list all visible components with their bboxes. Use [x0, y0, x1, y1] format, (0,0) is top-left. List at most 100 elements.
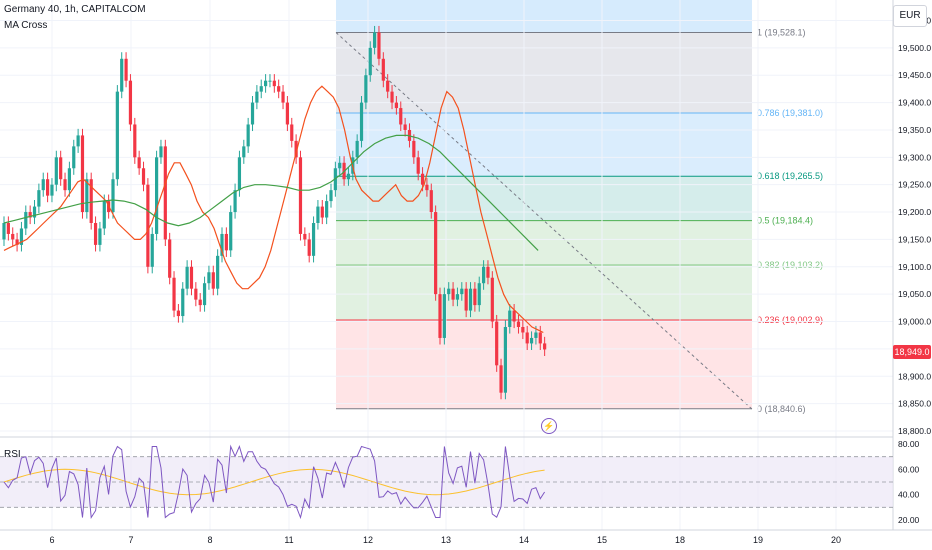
candle-body — [438, 294, 442, 338]
symbol-title[interactable]: Germany 40, 1h, CAPITALCOM — [4, 4, 146, 15]
candle-body — [468, 288, 473, 311]
fib-zone — [336, 176, 752, 221]
candle-body — [355, 140, 359, 158]
candle-body — [246, 124, 250, 147]
candle-body — [72, 146, 76, 169]
candle-body — [320, 206, 324, 218]
fib-top-zone — [336, 0, 752, 33]
candle-body — [15, 239, 19, 245]
candle-body — [377, 32, 381, 59]
ma-fast-line — [3, 85, 544, 334]
candle-body — [512, 310, 516, 322]
candle-body — [237, 157, 242, 191]
fib-zone — [336, 220, 752, 266]
candle-body — [477, 283, 481, 306]
candle-body — [89, 179, 93, 223]
candle-body — [220, 233, 224, 256]
rsi-tick-label: 40.00 — [898, 490, 920, 500]
x-tick-label: 14 — [519, 535, 529, 545]
x-tick-label: 13 — [441, 535, 451, 545]
y-tick-label: 19,250.0 — [898, 180, 931, 190]
candle-body — [202, 283, 207, 306]
candle-body — [486, 266, 490, 278]
candle-body — [194, 288, 198, 300]
candle-body — [155, 157, 159, 234]
candle-body — [146, 184, 150, 267]
y-tick-label: 18,900.0 — [898, 371, 931, 381]
y-tick-label: 19,350.0 — [898, 125, 931, 135]
candle-body — [207, 272, 211, 284]
x-tick-label: 19 — [753, 535, 763, 545]
candle-body — [233, 190, 237, 213]
candle-body — [6, 223, 10, 234]
candle-body — [416, 157, 420, 174]
candle-body — [451, 288, 455, 300]
candle-body — [373, 32, 377, 48]
candle-body — [137, 157, 141, 169]
lightning-icon[interactable]: ⚡ — [541, 418, 557, 434]
candle-body — [229, 212, 233, 251]
candle-body — [298, 157, 303, 234]
candle-body — [525, 332, 529, 344]
rsi-line — [3, 444, 546, 520]
x-tick-label: 11 — [284, 535, 293, 545]
candle-body — [394, 102, 398, 109]
candle-body — [521, 327, 525, 333]
candle-body — [455, 294, 460, 300]
candle-body — [381, 58, 385, 81]
candle-body — [529, 337, 534, 344]
y-tick-label: 19,150.0 — [898, 234, 931, 244]
candle-body — [264, 80, 268, 87]
candle-body — [503, 327, 507, 393]
candle-body — [32, 206, 37, 218]
candle-body — [172, 277, 176, 311]
candle-body — [311, 223, 316, 256]
fib-level-label: 1 (19,528.1) — [757, 27, 806, 37]
candle-body — [93, 223, 98, 245]
candle-body — [259, 86, 263, 92]
candle-body — [185, 266, 189, 289]
candle-body — [198, 299, 202, 306]
rsi-tick-label: 60.00 — [898, 464, 920, 474]
fib-level-label: 0.618 (19,265.5) — [757, 171, 823, 181]
candle-body — [390, 91, 394, 103]
candle-body — [403, 124, 407, 130]
fib-zone — [336, 32, 752, 113]
candle-body — [277, 86, 281, 92]
x-tick-label: 20 — [831, 535, 841, 545]
candle-body — [338, 162, 342, 169]
candle-body — [224, 233, 228, 251]
candle-body — [67, 168, 71, 191]
candle-body — [41, 179, 45, 191]
candle-body — [115, 91, 119, 180]
candle-body — [399, 108, 403, 125]
currency-button[interactable]: EUR — [893, 5, 927, 27]
last-price-badge: 18,949.0 — [893, 345, 931, 359]
candle-body — [19, 228, 24, 245]
x-tick-label: 7 — [128, 535, 133, 545]
indicator-label[interactable]: MA Cross — [4, 20, 48, 31]
ma-slow-line — [3, 134, 539, 251]
y-tick-label: 19,200.0 — [898, 207, 931, 217]
candle-body — [420, 173, 425, 185]
candle-body — [434, 212, 438, 295]
candle-body — [216, 255, 220, 289]
candle-body — [368, 47, 372, 76]
x-tick-label: 15 — [597, 535, 607, 545]
rsi-label[interactable]: RSI — [4, 449, 21, 460]
fib-level-label: 0.382 (19,103.2) — [757, 260, 823, 270]
fib-zone — [336, 112, 752, 177]
candle-body — [168, 239, 172, 278]
candle-body — [124, 58, 128, 81]
candle-body — [24, 212, 28, 229]
y-tick-label: 19,500.0 — [898, 43, 931, 53]
candle-body — [28, 212, 32, 218]
candle-body — [290, 124, 294, 141]
candle-body — [63, 179, 67, 191]
fib-zone — [336, 319, 752, 409]
candle-body — [76, 135, 80, 147]
candle-body — [150, 233, 154, 267]
candle-body — [412, 140, 416, 158]
candle-body — [141, 168, 146, 185]
